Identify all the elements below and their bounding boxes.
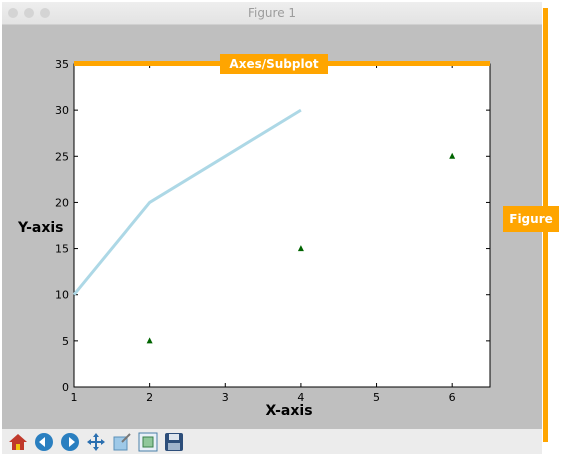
x-axis-label: X-axis (265, 403, 312, 419)
y-tick-label: 0 (62, 381, 69, 394)
forward-arrow-icon[interactable] (60, 432, 80, 452)
y-tick-label: 25 (55, 150, 69, 163)
y-tick-label: 5 (62, 335, 69, 348)
y-tick-label: 35 (55, 58, 69, 71)
figure-label: Figure (503, 206, 559, 232)
window-title: Figure 1 (247, 6, 297, 20)
plot-area (73, 63, 491, 388)
x-tick-label: 3 (222, 391, 229, 404)
y-tick-label: 30 (55, 104, 69, 117)
scatter-point (449, 152, 456, 159)
x-tick-label: 6 (449, 391, 456, 404)
save-icon[interactable] (164, 432, 184, 452)
home-icon[interactable] (8, 432, 28, 452)
title-bar: Figure 1 (2, 2, 542, 25)
zoom-icon[interactable] (112, 432, 132, 452)
scatter-point (146, 337, 153, 344)
x-tick-label: 1 (71, 391, 78, 404)
y-tick-label: 20 (55, 196, 69, 209)
x-tick-label: 4 (297, 391, 304, 404)
scatter-point (297, 245, 304, 252)
chart: 0 5 10 15 20 25 30 35 1 2 3 4 5 6 X-axis Y-axis Axes/Sub… (17, 54, 491, 419)
y-axis-label: Y-axis (17, 220, 64, 236)
x-tick-label: 5 (373, 391, 380, 404)
figure-window: Figure 1 0 5 10 15 20 25 30 35 1 2 3 4 5 6 X-axis Y-axi… (2, 2, 542, 454)
line-series (72, 108, 302, 296)
x-tick-label: 2 (146, 391, 153, 404)
y-tick-label: 10 (55, 289, 69, 302)
pan-icon[interactable] (86, 432, 106, 452)
subplots-icon[interactable] (138, 432, 158, 452)
zoom-window-button[interactable] (40, 8, 50, 18)
axes-label: Axes/Subplot (229, 57, 318, 71)
y-tick-label: 15 (55, 243, 69, 256)
minimize-window-button[interactable] (24, 8, 34, 18)
figure-canvas: 0 5 10 15 20 25 30 35 1 2 3 4 5 6 X-axis Y-axis Axes/Sub… (2, 25, 542, 429)
back-arrow-icon[interactable] (34, 432, 54, 452)
navigation-toolbar (2, 429, 542, 454)
axes-label-background (220, 54, 328, 74)
close-window-button[interactable] (8, 8, 18, 18)
